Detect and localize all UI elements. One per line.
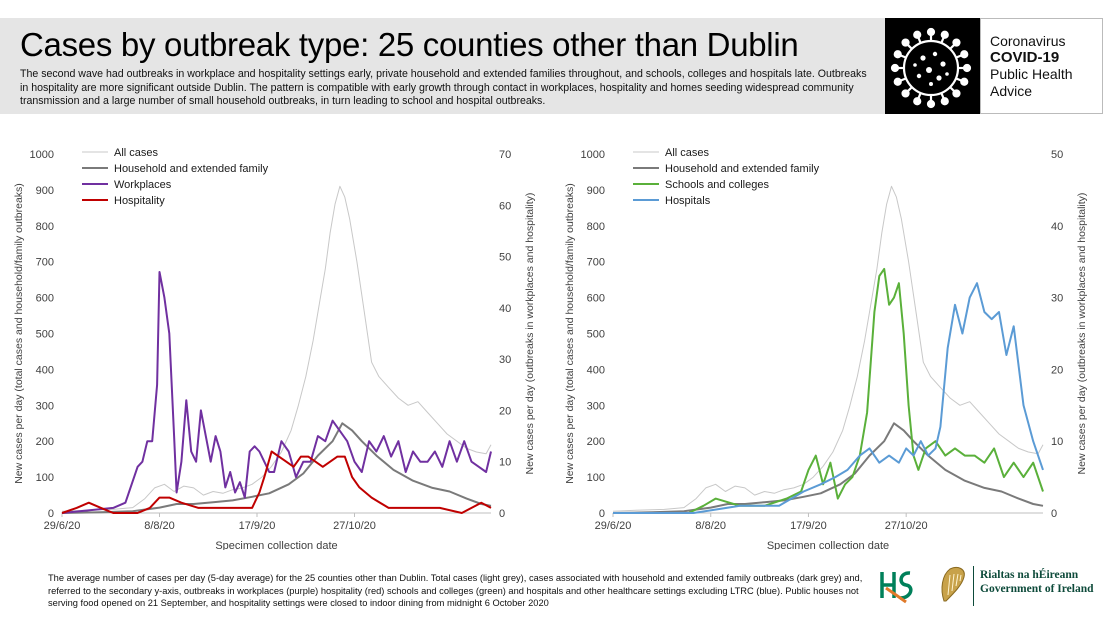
y2-tick-label: 0 <box>1051 508 1057 520</box>
y2-tick-label: 0 <box>499 508 505 520</box>
badge-line-3: Public Health <box>990 66 1073 82</box>
gov-line-english: Government of Ireland <box>980 583 1094 595</box>
series-line-hospitals <box>613 282 1044 514</box>
covid-advice-badge: Coronavirus COVID-19 Public Health Advic… <box>980 18 1103 114</box>
legend-label: Household and extended family <box>114 163 269 175</box>
footnote: The average number of cases per day (5-d… <box>48 573 863 609</box>
page-subtitle: The second wave had outbreaks in workpla… <box>20 68 867 108</box>
y-tick-label: 600 <box>36 293 54 305</box>
x-tick-label: 8/8/20 <box>144 520 175 532</box>
y-tick-label: 300 <box>36 400 54 412</box>
x-tick-label: 27/10/20 <box>885 520 928 532</box>
y2-tick-label: 40 <box>499 303 511 315</box>
y-tick-label: 300 <box>587 400 605 412</box>
y2-tick-label: 30 <box>1051 293 1063 305</box>
y-axis-title: New cases per day (total cases and house… <box>13 183 25 484</box>
badge-line-4: Advice <box>990 82 1033 99</box>
series-line-all-cases <box>612 185 1044 512</box>
chart-left: 0 100 200 300 400 500 600 700 800 900 1000 0 10 20 30 4… <box>13 147 536 550</box>
series-line-workplaces <box>61 271 492 514</box>
x-axis-title: Specimen collection date <box>215 540 337 550</box>
legend-label: Hospitals <box>665 195 711 207</box>
legend-label: All cases <box>114 147 159 159</box>
y2-tick-label: 70 <box>499 149 511 161</box>
page-title: Cases by outbreak type: 25 counties othe… <box>20 26 799 63</box>
hse-logo <box>880 571 913 604</box>
gov-line-irish: Rialtas na hÉireann <box>980 569 1079 581</box>
y-tick-label: 200 <box>587 436 605 448</box>
government-of-ireland-text: Rialtas na hÉireann Government of Irelan… <box>980 568 1100 596</box>
x-tick-label: 17/9/20 <box>239 520 276 532</box>
series-line-household-and-extended-family <box>61 422 492 514</box>
header-banner: Cases by outbreak type: 25 counties othe… <box>0 18 1103 114</box>
legend-label: All cases <box>665 147 710 159</box>
y-tick-label: 700 <box>36 257 54 269</box>
y-tick-label: 400 <box>587 364 605 376</box>
y-tick-label: 200 <box>36 436 54 448</box>
legend-label: Workplaces <box>114 179 172 191</box>
x-axis-title: Specimen collection date <box>767 540 889 550</box>
series-line-household-and-extended-family <box>612 422 1044 514</box>
y-tick-label: 0 <box>599 508 605 520</box>
y2-tick-label: 50 <box>1051 149 1063 161</box>
y2-tick-label: 20 <box>1051 364 1063 376</box>
y-axis-title: New cases per day (total cases and house… <box>564 183 576 484</box>
series-line-hospitality <box>61 450 492 514</box>
y-tick-label: 900 <box>36 185 54 197</box>
badge-line-1: Coronavirus <box>990 33 1066 49</box>
x-tick-label: 27/10/20 <box>333 520 376 532</box>
x-tick-label: 17/9/20 <box>790 520 827 532</box>
y2-tick-label: 20 <box>499 405 511 417</box>
legend-label: Household and extended family <box>665 163 820 175</box>
virus-logo <box>885 18 980 114</box>
y2-axis-title: New cases per day (outbreaks in workplac… <box>524 193 536 475</box>
y-tick-label: 700 <box>587 257 605 269</box>
x-tick-label: 29/6/20 <box>595 520 632 532</box>
y-tick-label: 100 <box>36 472 54 484</box>
series-line-all-cases <box>61 185 492 512</box>
virus-icon <box>890 27 972 109</box>
y2-axis-title: New cases per day (outbreaks in workplac… <box>1076 193 1088 475</box>
y-tick-label: 500 <box>36 329 54 341</box>
y2-tick-label: 60 <box>499 200 511 212</box>
y-tick-label: 100 <box>587 472 605 484</box>
legend-label: Hospitality <box>114 195 165 207</box>
y2-tick-label: 10 <box>499 457 511 469</box>
y2-tick-label: 50 <box>499 252 511 264</box>
y-tick-label: 600 <box>587 293 605 305</box>
y-tick-label: 800 <box>36 221 54 233</box>
y-tick-label: 1000 <box>30 149 54 161</box>
gov-divider <box>973 566 974 606</box>
harp-icon <box>941 566 965 602</box>
y2-tick-label: 40 <box>1051 221 1063 233</box>
series-line-schools-and-colleges <box>613 267 1044 514</box>
x-tick-label: 29/6/20 <box>44 520 81 532</box>
y-tick-label: 1000 <box>581 149 605 161</box>
chart-right: 0 100 200 300 400 500 600 700 800 900 1000 0 10 20 30 4… <box>564 147 1088 550</box>
y-tick-label: 900 <box>587 185 605 197</box>
badge-line-2: COVID-19 <box>990 48 1060 66</box>
x-tick-label: 8/8/20 <box>695 520 726 532</box>
y-tick-label: 0 <box>48 508 54 520</box>
legend-label: Schools and colleges <box>665 179 769 191</box>
y-tick-label: 800 <box>587 221 605 233</box>
y2-tick-label: 10 <box>1051 436 1063 448</box>
y-tick-label: 400 <box>36 364 54 376</box>
y2-tick-label: 30 <box>499 354 511 366</box>
y-tick-label: 500 <box>587 329 605 341</box>
